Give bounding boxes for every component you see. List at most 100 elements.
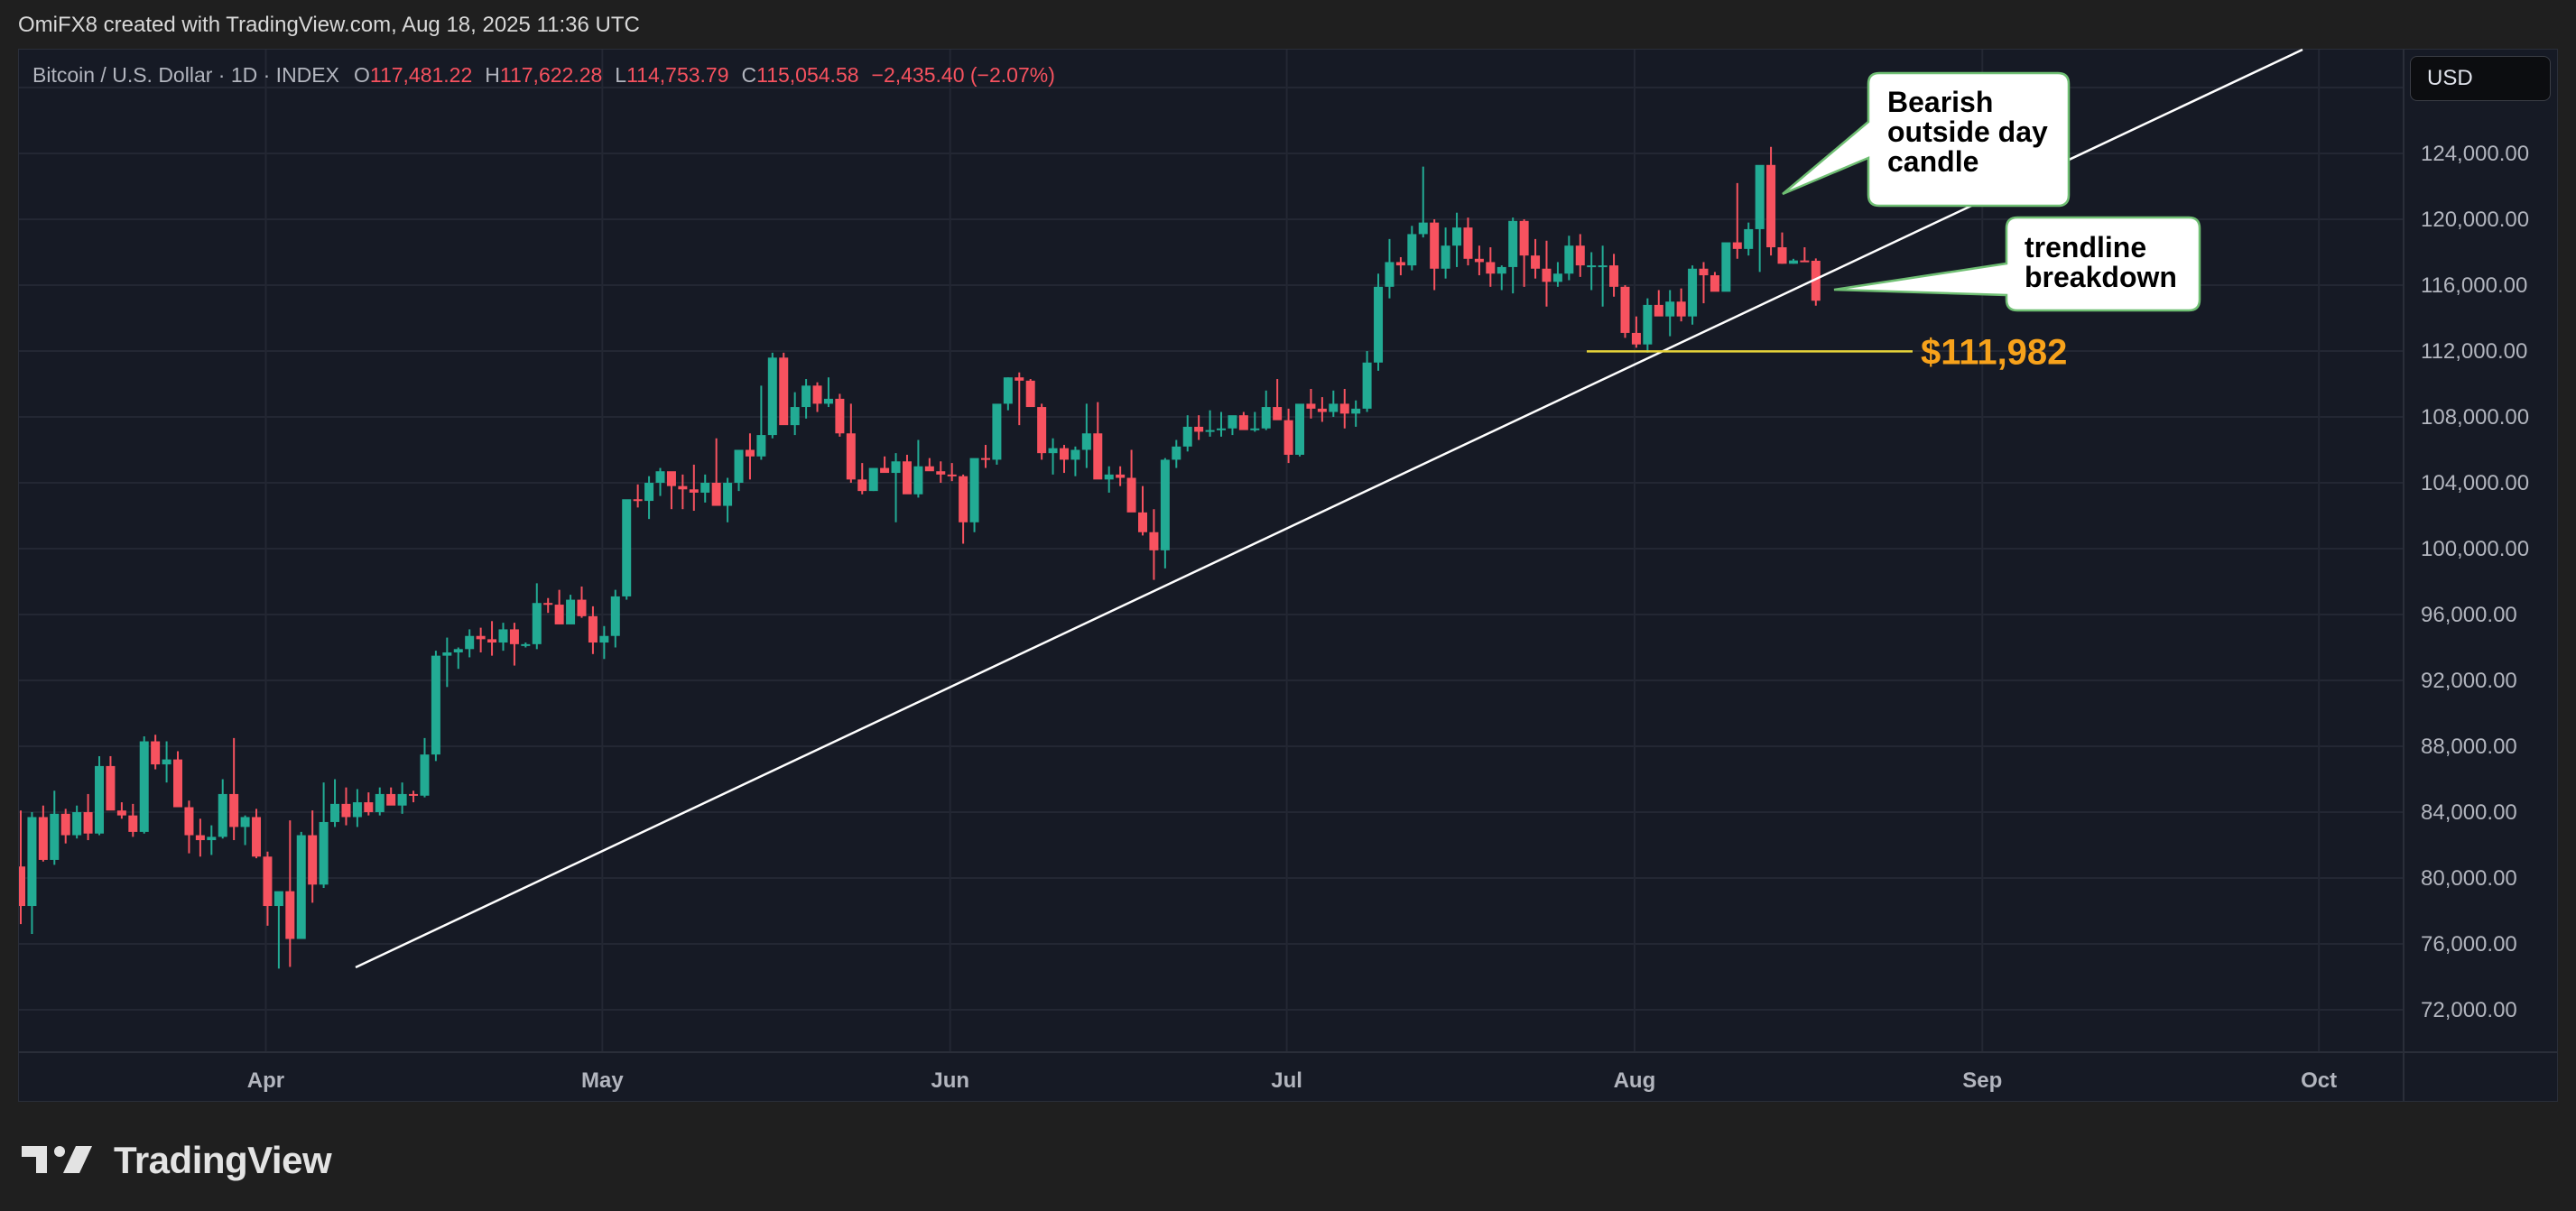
- candle-body[interactable]: [1609, 265, 1619, 287]
- candle-body[interactable]: [1116, 474, 1126, 478]
- candle-body[interactable]: [1486, 262, 1496, 274]
- candle-body[interactable]: [980, 458, 990, 460]
- candle-body[interactable]: [1496, 266, 1506, 274]
- candle-body[interactable]: [779, 357, 789, 426]
- candle-body[interactable]: [1306, 403, 1316, 409]
- candle-body[interactable]: [285, 891, 295, 939]
- candle-body[interactable]: [543, 603, 553, 606]
- candle-body[interactable]: [296, 835, 306, 939]
- candle-body[interactable]: [700, 483, 710, 493]
- candle-body[interactable]: [1339, 403, 1349, 414]
- candle-body[interactable]: [218, 793, 227, 837]
- candle-body[interactable]: [678, 485, 688, 490]
- candle-body[interactable]: [1003, 377, 1013, 404]
- candle-body[interactable]: [1508, 220, 1518, 267]
- candle-body[interactable]: [509, 629, 519, 644]
- candle-body[interactable]: [689, 489, 699, 493]
- candle-body[interactable]: [1374, 286, 1384, 363]
- tradingview-logo[interactable]: TradingView: [22, 1139, 332, 1182]
- candle-body[interactable]: [27, 817, 37, 907]
- candle-body[interactable]: [868, 467, 878, 492]
- candle-body[interactable]: [1015, 377, 1024, 381]
- candle-body[interactable]: [790, 407, 800, 426]
- candle-body[interactable]: [1665, 301, 1675, 317]
- candle-body[interactable]: [162, 759, 171, 765]
- candle-body[interactable]: [891, 461, 901, 474]
- candle-body[interactable]: [959, 476, 968, 522]
- candle-body[interactable]: [655, 471, 665, 483]
- symbol-title[interactable]: Bitcoin / U.S. Dollar · 1D · INDEX: [32, 63, 339, 87]
- candle-body[interactable]: [711, 483, 721, 506]
- candle-body[interactable]: [252, 817, 262, 857]
- candle-body[interactable]: [880, 467, 890, 474]
- candle-body[interactable]: [1552, 273, 1562, 282]
- candle-body[interactable]: [308, 835, 318, 885]
- candle-body[interactable]: [38, 817, 48, 860]
- candle-body[interactable]: [1744, 228, 1754, 249]
- candle-body[interactable]: [1519, 220, 1529, 256]
- candle-body[interactable]: [1205, 430, 1215, 432]
- candle-body[interactable]: [1172, 446, 1181, 460]
- candle-body[interactable]: [263, 856, 273, 907]
- candle-body[interactable]: [1699, 268, 1709, 276]
- candle-body[interactable]: [1542, 268, 1552, 282]
- candle-body[interactable]: [341, 803, 351, 818]
- candle-body[interactable]: [1217, 428, 1227, 430]
- candle-body[interactable]: [386, 793, 396, 806]
- candle-body[interactable]: [1283, 420, 1293, 455]
- candle-body[interactable]: [409, 793, 419, 796]
- candle-body[interactable]: [72, 812, 82, 836]
- candle-body[interactable]: [1766, 164, 1776, 248]
- candle-body[interactable]: [745, 449, 755, 457]
- candle-body[interactable]: [319, 821, 329, 885]
- candle-body[interactable]: [577, 599, 587, 616]
- candle-body[interactable]: [397, 793, 407, 806]
- candle-body[interactable]: [823, 398, 833, 404]
- candle-body[interactable]: [1273, 407, 1283, 421]
- candle-body[interactable]: [139, 741, 149, 832]
- candle-body[interactable]: [83, 812, 93, 834]
- candle-body[interactable]: [1676, 301, 1686, 317]
- candle-body[interactable]: [566, 599, 576, 624]
- candle-body[interactable]: [1194, 426, 1204, 432]
- candle-body[interactable]: [476, 635, 486, 640]
- candles[interactable]: [16, 146, 1821, 969]
- candle-body[interactable]: [151, 741, 161, 765]
- candle-body[interactable]: [1564, 245, 1574, 274]
- candle-body[interactable]: [1788, 260, 1798, 264]
- candle-body[interactable]: [1317, 408, 1327, 412]
- candle-body[interactable]: [756, 435, 766, 457]
- callout-trendline-breakdown[interactable]: [1833, 216, 2201, 312]
- candle-body[interactable]: [588, 615, 598, 643]
- candle-body[interactable]: [857, 479, 867, 492]
- candle-body[interactable]: [723, 483, 733, 506]
- candle-body[interactable]: [1452, 227, 1462, 246]
- candle-body[interactable]: [1575, 245, 1585, 266]
- candle-body[interactable]: [924, 466, 934, 472]
- candle-body[interactable]: [1631, 332, 1641, 345]
- candle-body[interactable]: [1351, 408, 1361, 414]
- candle-body[interactable]: [666, 471, 676, 486]
- candle-body[interactable]: [273, 891, 283, 907]
- currency-button[interactable]: USD: [2410, 56, 2551, 101]
- candle-body[interactable]: [431, 655, 440, 755]
- candle-body[interactable]: [947, 474, 957, 476]
- candle-body[interactable]: [1182, 426, 1192, 447]
- candle-body[interactable]: [1093, 433, 1103, 480]
- candle-body[interactable]: [1238, 415, 1248, 430]
- candle-body[interactable]: [95, 765, 105, 834]
- candle-body[interactable]: [487, 639, 497, 643]
- candle-body[interactable]: [184, 807, 194, 836]
- candle-body[interactable]: [207, 837, 217, 841]
- candle-body[interactable]: [1777, 247, 1787, 264]
- candle-body[interactable]: [1037, 407, 1047, 454]
- candle-body[interactable]: [1430, 222, 1440, 269]
- candle-body[interactable]: [16, 866, 25, 907]
- candle-body[interactable]: [1059, 448, 1069, 460]
- candle-body[interactable]: [465, 635, 475, 650]
- candle-body[interactable]: [1362, 362, 1372, 409]
- candle-body[interactable]: [1721, 242, 1731, 292]
- candle-body[interactable]: [1228, 415, 1237, 429]
- candle-body[interactable]: [1598, 265, 1608, 268]
